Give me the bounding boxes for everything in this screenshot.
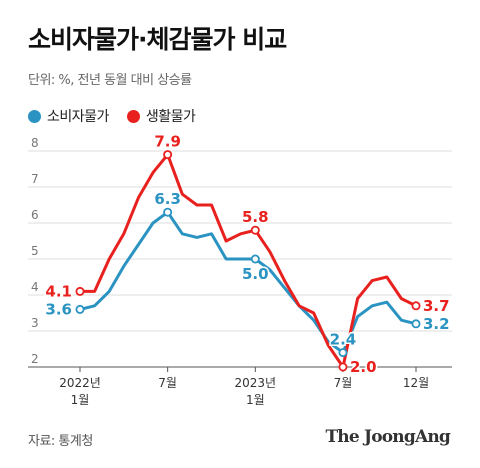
y-tick-label: 2 xyxy=(31,352,39,366)
brand-logo: The JoongAng xyxy=(325,427,450,447)
series-line-consumer xyxy=(78,210,418,355)
data-label-living: 3.7 xyxy=(423,297,450,315)
x-tick-label: 7월 xyxy=(334,376,353,390)
legend-item-living: 생활물가 xyxy=(126,106,196,126)
series-line-living xyxy=(78,153,418,369)
chart-title: 소비자물가·체감물가 비교 xyxy=(28,25,287,54)
x-tick-label: 2022년 xyxy=(59,376,101,390)
x-tick-label: 1월 xyxy=(71,393,90,407)
data-point-consumer xyxy=(75,304,85,314)
x-tick-label: 7월 xyxy=(158,376,177,390)
chart-subtitle: 단위: %, 전년 동월 대비 상승률 xyxy=(28,73,192,88)
data-point-living xyxy=(338,362,348,372)
legend-marker-living xyxy=(126,109,140,123)
data-point-consumer xyxy=(411,319,421,329)
data-label-consumer: 3.2 xyxy=(423,315,450,333)
legend-marker-consumer xyxy=(28,109,41,123)
legend-label-living: 생활물가 xyxy=(145,109,196,125)
data-label-living: 5.8 xyxy=(242,208,269,226)
data-point-living xyxy=(75,286,85,296)
y-tick-label: 3 xyxy=(31,316,39,330)
data-label-consumer: 2.4 xyxy=(330,331,357,349)
y-tick-label: 6 xyxy=(31,208,39,222)
legend-item-consumer: 소비자물가 xyxy=(28,106,109,126)
data-point-living xyxy=(250,225,260,235)
y-tick-label: 7 xyxy=(31,172,39,186)
y-tick-label: 5 xyxy=(31,244,39,258)
data-point-consumer xyxy=(163,207,173,217)
legend: 소비자물가 생활물가 xyxy=(28,106,196,126)
y-tick-label: 4 xyxy=(31,280,39,294)
data-label-consumer: 6.3 xyxy=(154,190,181,208)
data-point-consumer xyxy=(250,254,260,264)
legend-label-consumer: 소비자물가 xyxy=(47,109,109,125)
data-point-living xyxy=(163,150,173,160)
data-label-living: 4.1 xyxy=(45,282,72,300)
data-label-living: 2.0 xyxy=(350,358,377,376)
y-tick-label: 8 xyxy=(31,136,39,150)
x-tick-label: 12월 xyxy=(403,376,429,390)
data-label-living: 7.9 xyxy=(154,133,181,151)
data-label-consumer: 5.0 xyxy=(242,265,269,283)
x-tick-label: 1월 xyxy=(246,393,265,407)
data-label-consumer: 3.6 xyxy=(45,300,72,318)
source-note: 자료: 통계청 xyxy=(28,434,93,449)
data-point-consumer xyxy=(338,348,348,358)
x-tick-label: 2023년 xyxy=(235,376,277,390)
data-point-living xyxy=(411,301,421,311)
